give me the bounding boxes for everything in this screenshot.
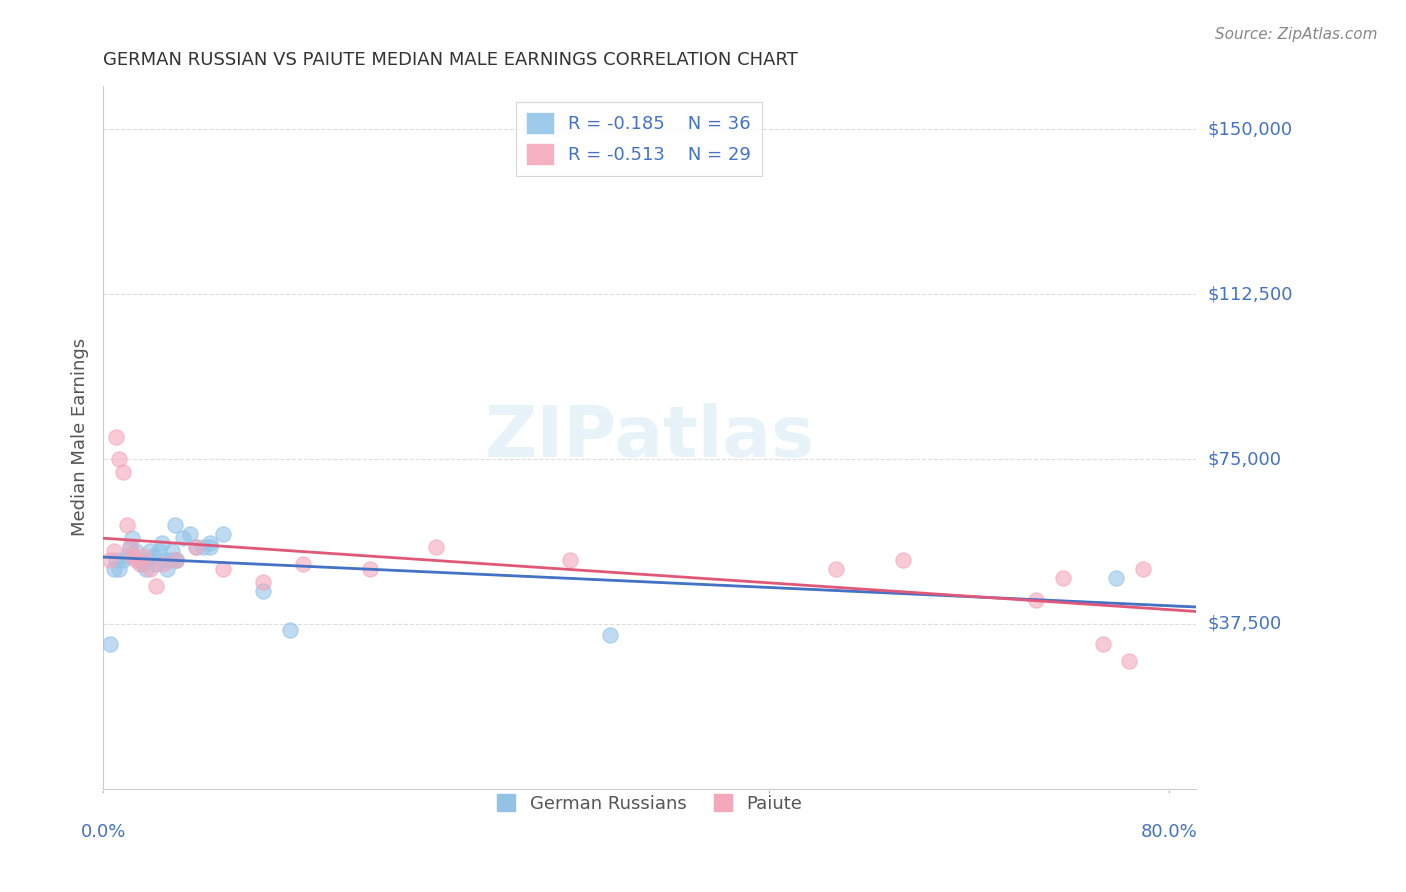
Point	[186, 540, 208, 554]
Point	[165, 553, 187, 567]
Point	[142, 549, 165, 563]
Point	[108, 562, 131, 576]
Point	[159, 553, 181, 567]
Point	[179, 526, 201, 541]
Point	[136, 553, 159, 567]
Point	[825, 562, 848, 576]
Point	[359, 562, 381, 576]
Point	[125, 544, 148, 558]
Point	[103, 562, 125, 576]
Point	[165, 553, 187, 567]
Text: 80.0%: 80.0%	[1140, 823, 1198, 841]
Point	[162, 544, 184, 558]
Point	[153, 553, 176, 567]
Point	[145, 579, 167, 593]
Point	[129, 558, 152, 572]
Point	[212, 562, 235, 576]
Point	[278, 624, 301, 638]
Point	[139, 562, 162, 576]
Legend: German Russians, Paiute: German Russians, Paiute	[488, 786, 811, 822]
Point	[115, 517, 138, 532]
Point	[252, 583, 274, 598]
Point	[150, 535, 173, 549]
Point	[191, 540, 214, 554]
Point	[1132, 562, 1154, 576]
Point	[148, 544, 170, 558]
Point	[599, 628, 621, 642]
Point	[112, 465, 135, 479]
Point	[121, 549, 143, 563]
Y-axis label: Median Male Earnings: Median Male Earnings	[72, 338, 89, 536]
Point	[1052, 571, 1074, 585]
Point	[186, 540, 208, 554]
Point	[139, 544, 162, 558]
Point	[165, 553, 187, 567]
Point	[1025, 592, 1047, 607]
Point	[292, 558, 315, 572]
Text: ZIPatlas: ZIPatlas	[485, 402, 814, 472]
Point	[1105, 571, 1128, 585]
Point	[212, 526, 235, 541]
Point	[112, 553, 135, 567]
Point	[108, 452, 131, 467]
Point	[105, 430, 128, 444]
Text: $112,500: $112,500	[1208, 285, 1292, 303]
Point	[118, 540, 141, 554]
Point	[425, 540, 447, 554]
Point	[121, 531, 143, 545]
Point	[891, 553, 914, 567]
Point	[198, 535, 221, 549]
Point	[132, 549, 155, 563]
Text: 0.0%: 0.0%	[80, 823, 125, 841]
Point	[1091, 637, 1114, 651]
Text: $75,000: $75,000	[1208, 450, 1281, 468]
Point	[98, 553, 121, 567]
Point	[125, 553, 148, 567]
Point	[98, 637, 121, 651]
Point	[105, 553, 128, 567]
Point	[129, 553, 152, 567]
Point	[132, 558, 155, 572]
Text: Source: ZipAtlas.com: Source: ZipAtlas.com	[1215, 27, 1378, 42]
Point	[165, 517, 187, 532]
Point	[118, 540, 141, 554]
Point	[103, 544, 125, 558]
Text: $150,000: $150,000	[1208, 120, 1292, 138]
Point	[558, 553, 581, 567]
Point	[115, 549, 138, 563]
Text: GERMAN RUSSIAN VS PAIUTE MEDIAN MALE EARNINGS CORRELATION CHART: GERMAN RUSSIAN VS PAIUTE MEDIAN MALE EAR…	[103, 51, 799, 69]
Text: $37,500: $37,500	[1208, 615, 1281, 632]
Point	[252, 575, 274, 590]
Point	[172, 531, 194, 545]
Point	[135, 562, 157, 576]
Point	[145, 558, 167, 572]
Point	[156, 562, 179, 576]
Point	[198, 540, 221, 554]
Point	[1118, 654, 1140, 668]
Point	[152, 558, 174, 572]
